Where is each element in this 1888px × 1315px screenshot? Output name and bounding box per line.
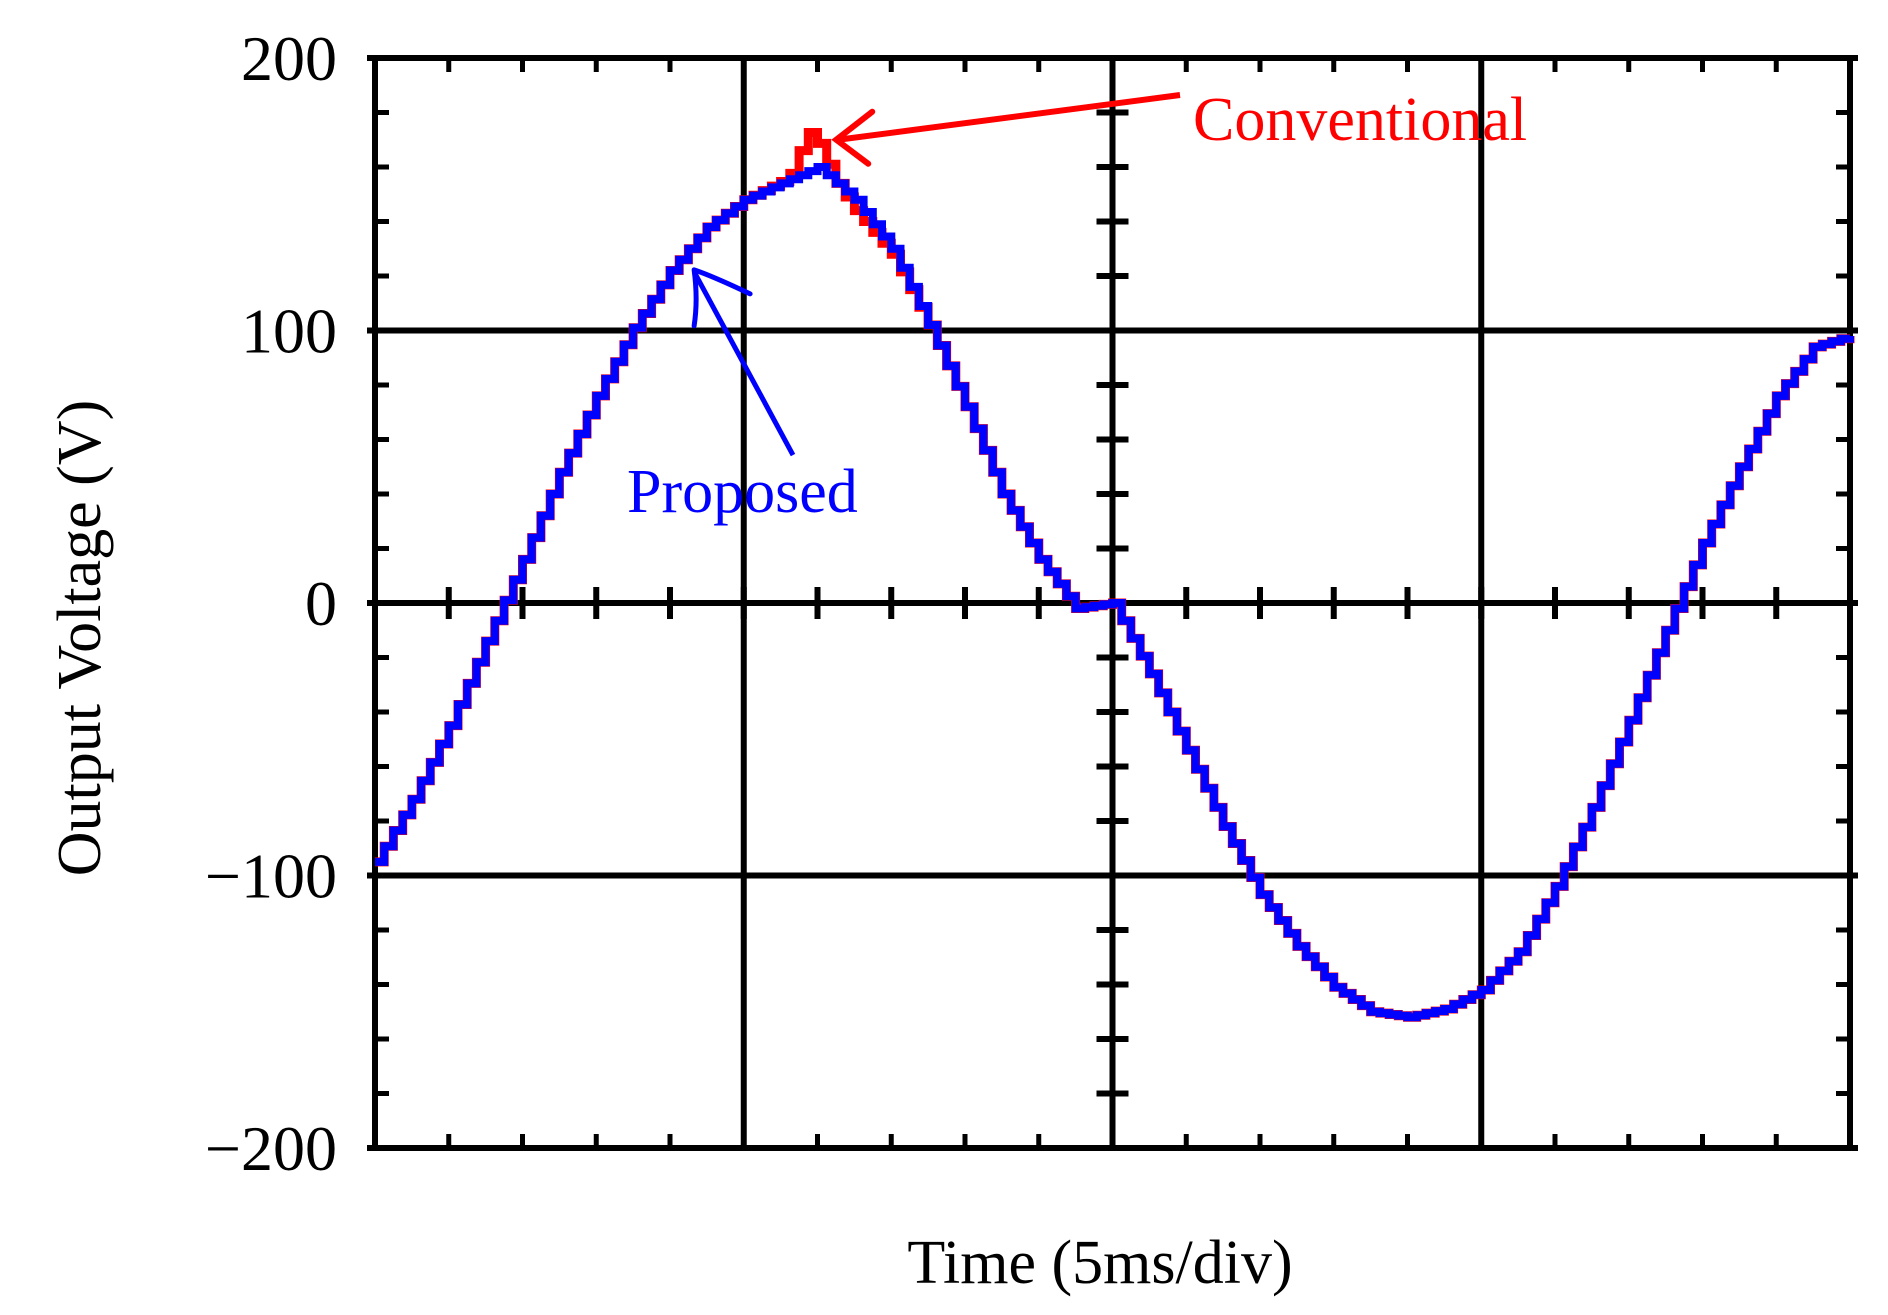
conventional-arrow-line	[837, 92, 1181, 143]
proposed-arrow-head	[691, 267, 753, 329]
annotation-arrows	[691, 92, 1181, 457]
y-tick-labels: 200 100 0 −100 −200	[205, 23, 337, 1184]
y-tick-label: 100	[241, 296, 337, 367]
y-tick-label: −100	[205, 841, 337, 912]
conventional-annotation-label: Conventional	[1193, 86, 1527, 154]
x-axis-label: Time (5ms/div)	[907, 1229, 1292, 1297]
y-tick-label: 0	[305, 568, 337, 639]
conventional-arrow-head	[831, 108, 876, 167]
y-axis-label: Output Voltage (V)	[46, 400, 114, 876]
proposed-annotation-label: Proposed	[627, 458, 858, 526]
y-tick-label: 200	[241, 23, 337, 94]
proposed-arrow-line	[691, 270, 796, 457]
series-layer	[375, 128, 1855, 1022]
y-tick-label: −200	[205, 1113, 337, 1184]
series-line-proposed	[375, 163, 1854, 1022]
